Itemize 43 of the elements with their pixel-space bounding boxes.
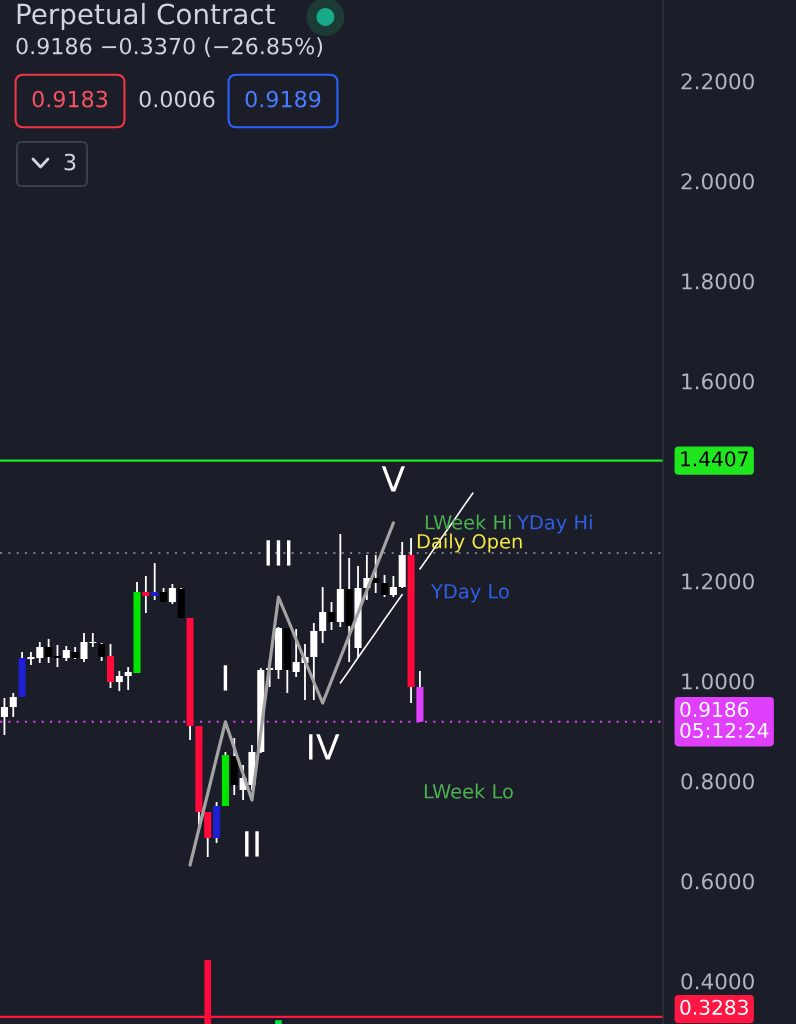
y-tick-label: 2.2000: [681, 73, 754, 90]
candlestick: [151, 562, 159, 601]
candlestick: [142, 575, 150, 614]
candlestick: [327, 601, 336, 631]
annotation: 0.0006: [139, 90, 215, 108]
annotation: YDay Lo: [430, 584, 509, 603]
data-label: V: [381, 466, 405, 492]
candlestick: [0, 697, 8, 736]
candlestick: [168, 583, 176, 605]
data-label: I: [223, 665, 228, 691]
chart-title: Perpetual Contract: [17, 3, 275, 30]
y-tick-label: 0.6000: [681, 873, 754, 890]
candlestick: [9, 692, 17, 718]
y-tick-label: 0.4000: [681, 973, 754, 990]
data-label: II: [245, 831, 259, 857]
data-label: III: [266, 540, 291, 566]
y-tick-label: 1.2000: [682, 573, 754, 590]
data-label: IV: [309, 734, 340, 760]
candlestick: [45, 638, 53, 664]
candlestick: [319, 586, 327, 644]
candlestick: [372, 554, 380, 594]
y-tick-label: 0.8000: [681, 773, 754, 790]
line-series: [188, 521, 395, 867]
candlestick: [27, 651, 35, 666]
annotation: 0.9189: [245, 90, 321, 108]
annotation: 0.9183: [32, 90, 108, 108]
y-tick-label: 1.6000: [682, 373, 754, 390]
y-tick-label: 2.0000: [681, 173, 754, 190]
candlestick: [115, 670, 123, 692]
candlestick: [124, 666, 132, 691]
annotation: YDay Hi: [516, 514, 592, 534]
annotation: 3: [64, 153, 76, 171]
y-tick-label: 1.0000: [682, 673, 754, 690]
candlestick: [381, 574, 389, 598]
text: 0.9186 −0.3370 (−26.85%): [16, 37, 323, 58]
candlestick: [389, 575, 397, 598]
ref-line-label: 1.4407: [681, 451, 748, 467]
y-tick-label: 1.8000: [682, 273, 754, 290]
candlestick: [53, 644, 61, 668]
candlestick: [36, 641, 44, 664]
annotation: LWeek Lo: [424, 783, 513, 799]
ref-line-label: 0.9186 05:12:24: [680, 701, 769, 739]
ref-line-label: 0.3283: [680, 999, 748, 1015]
